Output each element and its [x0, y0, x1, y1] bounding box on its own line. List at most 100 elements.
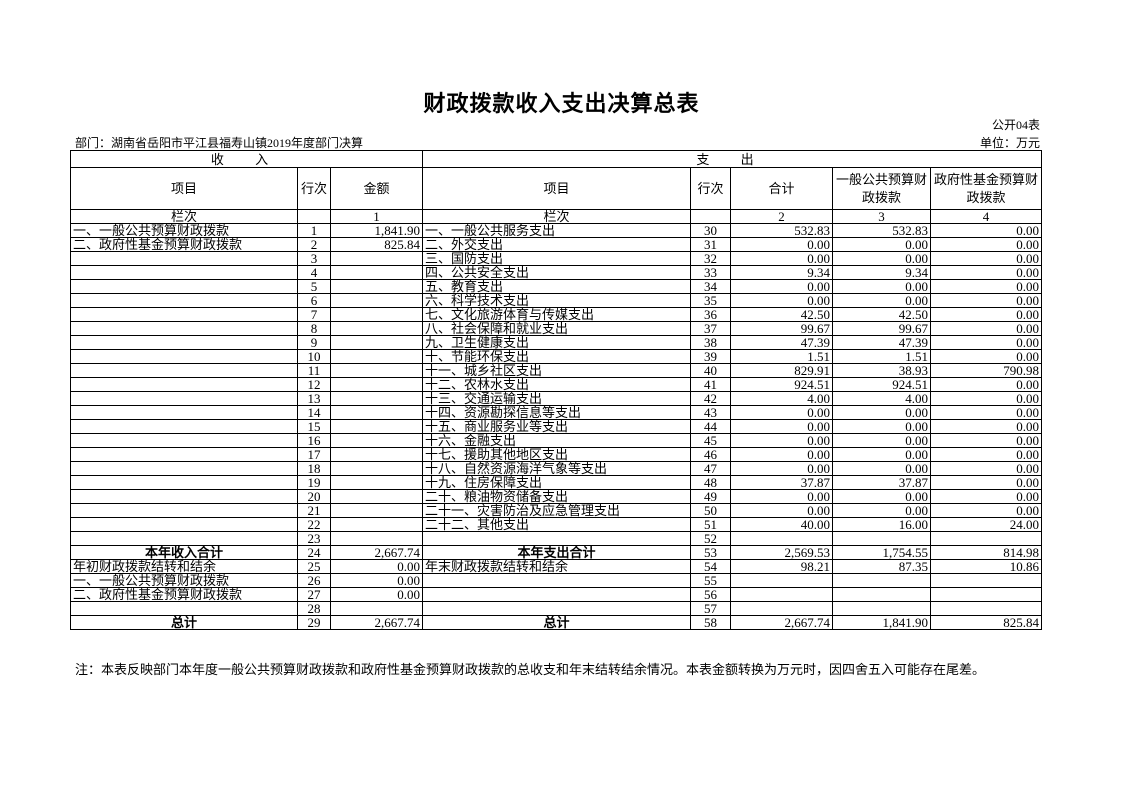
table-cell: 25	[297, 559, 331, 574]
income-header: 收 入	[70, 150, 423, 168]
table-row: 6 六、科学技术支出 35 0.00 0.00 0.00	[70, 293, 1043, 308]
table-cell: 27	[297, 587, 331, 602]
table-cell: 33	[690, 265, 731, 280]
table-cell: 825.84	[330, 237, 423, 252]
table-cell: 9.34	[730, 265, 833, 280]
table-cell: 十五、商业服务业等支出	[422, 419, 691, 434]
table-cell: 0.00	[929, 335, 1043, 350]
table-cell: 37.87	[730, 475, 833, 490]
table-cell: 37.87	[832, 475, 931, 490]
table-cell: 9	[297, 335, 331, 350]
table-cell: 六、科学技术支出	[422, 293, 691, 308]
table-cell: 87.35	[832, 559, 931, 574]
table-cell	[70, 489, 298, 504]
table-cell: 41	[690, 377, 731, 392]
table-cell: 35	[690, 293, 731, 308]
table-cell: 19	[297, 475, 331, 490]
table-cell	[330, 531, 423, 546]
table-row: 20 二十、粮油物资储备支出 49 0.00 0.00 0.00	[70, 489, 1043, 504]
table-cell: 年初财政拨款结转和结余	[70, 559, 298, 574]
table-cell: 0.00	[730, 447, 833, 462]
table-cell: 20	[297, 489, 331, 504]
table-cell	[330, 321, 423, 336]
table-cell: 43	[690, 405, 731, 420]
table-cell: 0.00	[929, 307, 1043, 322]
table-cell	[330, 461, 423, 476]
table-cell: 26	[297, 573, 331, 588]
table-cell: 28	[297, 601, 331, 616]
table-cell: 0.00	[832, 419, 931, 434]
table-cell: 0.00	[929, 489, 1043, 504]
table-cell	[330, 475, 423, 490]
table-cell: 0.00	[929, 405, 1043, 420]
table-cell: 十六、金融支出	[422, 433, 691, 448]
table-row: 28 57	[70, 601, 1043, 616]
table-cell: 21	[297, 503, 331, 518]
table-cell: 24.00	[929, 517, 1043, 532]
table-cell: 0.00	[929, 503, 1043, 518]
table-cell	[330, 251, 423, 266]
column-index: 2	[730, 209, 833, 224]
table-cell: 46	[690, 447, 731, 462]
note: 注：本表反映部门本年度一般公共预算财政拨款和政府性基金预算财政拨款的总收支和年末…	[75, 662, 986, 677]
table-cell: 0.00	[832, 293, 931, 308]
table-row: 19 十九、住房保障支出 48 37.87 37.87 0.00	[70, 475, 1043, 490]
table-cell: 0.00	[929, 433, 1043, 448]
table-cell: 8	[297, 321, 331, 336]
table-cell: 0.00	[929, 251, 1043, 266]
table-row: 23 52	[70, 531, 1043, 546]
table-cell: 0.00	[929, 447, 1043, 462]
table-cell: 29	[297, 615, 331, 630]
table-cell: 1,754.55	[832, 545, 931, 560]
table-cell: 14	[297, 405, 331, 420]
table-cell	[422, 531, 691, 546]
table-cell: 51	[690, 517, 731, 532]
table-cell: 一、一般公共预算财政拨款	[70, 573, 298, 588]
table-row: 7 七、文化旅游体育与传媒支出 36 42.50 42.50 0.00	[70, 307, 1043, 322]
table-cell	[422, 587, 691, 602]
table-cell	[422, 573, 691, 588]
table-cell: 0.00	[730, 405, 833, 420]
table-row: 18 十八、自然资源海洋气象等支出 47 0.00 0.00 0.00	[70, 461, 1043, 476]
table-cell: 56	[690, 587, 731, 602]
table-cell: 八、社会保障和就业支出	[422, 321, 691, 336]
table-cell: 37	[690, 321, 731, 336]
unit: 单位：万元	[979, 136, 1040, 150]
table-cell	[330, 391, 423, 406]
table-cell: 0.00	[730, 433, 833, 448]
table-cell: 99.67	[730, 321, 833, 336]
table-cell: 790.98	[929, 363, 1043, 378]
column-header: 行次	[297, 167, 331, 210]
table-cell: 49	[690, 489, 731, 504]
column-header: 项目	[422, 167, 691, 210]
table-row: 21 二十一、灾害防治及应急管理支出 50 0.00 0.00 0.00	[70, 503, 1043, 518]
table-cell: 0.00	[929, 475, 1043, 490]
table-cell: 二十一、灾害防治及应急管理支出	[422, 503, 691, 518]
table-cell: 0.00	[832, 405, 931, 420]
table-cell: 0.00	[730, 419, 833, 434]
column-header: 项目	[70, 167, 298, 210]
table-cell: 0.00	[730, 503, 833, 518]
table-cell: 31	[690, 237, 731, 252]
table-cell: 0.00	[730, 461, 833, 476]
table-row: 3 三、国防支出 32 0.00 0.00 0.00	[70, 251, 1043, 266]
table-cell: 17	[297, 447, 331, 462]
department: 部门：湖南省岳阳市平江县福寿山镇2019年度部门决算	[75, 136, 364, 150]
column-header: 金额	[330, 167, 423, 210]
table-row: 13 十三、交通运输支出 42 4.00 4.00 0.00	[70, 391, 1043, 406]
table-cell: 年末财政拨款结转和结余	[422, 559, 691, 574]
table-cell: 0.00	[929, 461, 1043, 476]
table-row: 11 十一、城乡社区支出 40 829.91 38.93 790.98	[70, 363, 1043, 378]
table-row: 4 四、公共安全支出 33 9.34 9.34 0.00	[70, 265, 1043, 280]
table-cell	[330, 293, 423, 308]
table-cell: 0.00	[929, 391, 1043, 406]
table-cell: 30	[690, 223, 731, 238]
table-cell	[832, 587, 931, 602]
table-cell: 10.86	[929, 559, 1043, 574]
table-cell: 47.39	[730, 335, 833, 350]
table-cell: 24	[297, 545, 331, 560]
table-row: 一、一般公共预算财政拨款 1 1,841.90 一、一般公共服务支出 30 532.83 5…	[70, 223, 1043, 238]
table-row: 二、政府性基金预算财政拨款 2 825.84 二、外交支出 31 0.00 0.00 0.00	[70, 237, 1043, 252]
table-cell: 98.21	[730, 559, 833, 574]
table-cell	[330, 377, 423, 392]
